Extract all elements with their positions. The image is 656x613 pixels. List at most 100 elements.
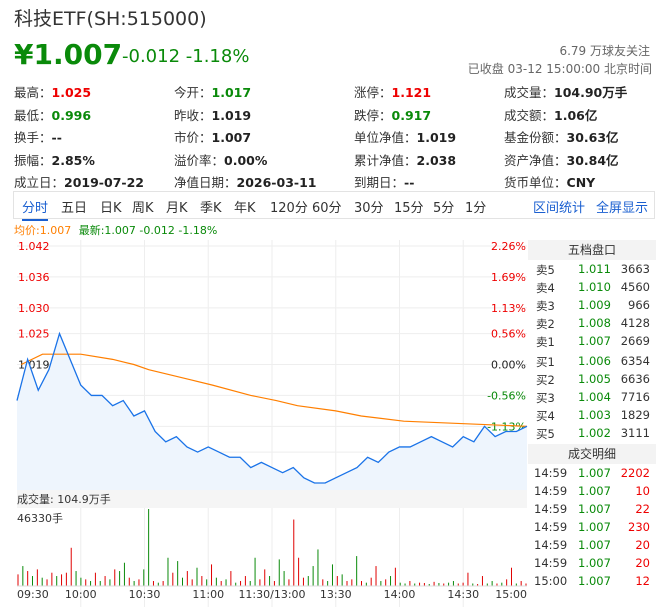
trade-volume: 22 bbox=[635, 502, 650, 516]
level-label: 买4 bbox=[536, 409, 555, 423]
stat-item: 到期日：-- bbox=[354, 172, 414, 191]
order-book: 五档盘口 卖5 1.011 3663 卖4 1.010 4560 卖3 1.009 966 卖2 1.… bbox=[528, 240, 656, 590]
stat-label: 市价： bbox=[174, 130, 212, 145]
order-book-row: 卖2 1.008 4128 bbox=[528, 314, 656, 332]
tab-0[interactable]: 分时 bbox=[22, 197, 49, 221]
level-volume: 4128 bbox=[620, 316, 650, 330]
followers-count: 6.79 万球友关注 bbox=[559, 44, 650, 58]
stat-value: 1.121 bbox=[391, 85, 432, 100]
fullscreen-link[interactable]: 全屏显示 bbox=[596, 201, 649, 216]
stat-label: 基金份额： bbox=[504, 130, 567, 145]
y-tick-right: 2.26% bbox=[491, 240, 526, 253]
stat-label: 资产净值： bbox=[504, 152, 567, 168]
stat-label: 最低： bbox=[14, 107, 52, 123]
trade-row: 14:59 1.007 20 bbox=[528, 536, 656, 554]
tab-1[interactable]: 五日 bbox=[61, 201, 88, 216]
level-volume: 6354 bbox=[620, 354, 650, 368]
x-tick: 14:30 bbox=[447, 588, 479, 601]
trade-price: 1.007 bbox=[578, 484, 611, 498]
tab-12[interactable]: 1分 bbox=[465, 201, 487, 216]
price-area bbox=[17, 333, 527, 491]
range-stats-link[interactable]: 区间统计 bbox=[533, 201, 586, 216]
level-price: 1.009 bbox=[578, 298, 611, 312]
trade-price: 1.007 bbox=[578, 538, 611, 552]
trade-row: 14:59 1.007 10 bbox=[528, 482, 656, 500]
trade-volume: 10 bbox=[635, 484, 650, 498]
tab-7[interactable]: 120分 bbox=[270, 201, 308, 216]
tab-8[interactable]: 60分 bbox=[312, 201, 342, 216]
intraday-chart[interactable]: 1.042 2.26% 1.036 1.69% 1.030 1.13% 1.025 0.56%… bbox=[0, 232, 528, 613]
avg-price-legend: 均价:1.007 bbox=[14, 224, 72, 237]
level-label: 卖1 bbox=[536, 335, 555, 349]
trade-price: 1.007 bbox=[578, 520, 611, 534]
trade-time: 14:59 bbox=[534, 520, 568, 534]
stat-label: 累计净值： bbox=[354, 152, 417, 168]
stat-label: 今开： bbox=[174, 85, 212, 100]
trade-volume: 12 bbox=[635, 574, 650, 588]
stat-value: 1.06亿 bbox=[554, 107, 598, 123]
stat-item: 资产净值：30.84亿 bbox=[504, 150, 619, 169]
x-tick: 09:30 bbox=[17, 588, 49, 601]
order-book-row: 卖5 1.011 3663 bbox=[528, 260, 656, 278]
x-tick: 10:00 bbox=[65, 588, 97, 601]
trades-title: 成交明细 bbox=[528, 444, 656, 464]
stat-item: 昨收：1.019 bbox=[174, 105, 251, 124]
stat-label: 货币单位： bbox=[504, 175, 567, 190]
tab-5[interactable]: 季K bbox=[200, 201, 222, 216]
y-tick-right: -1.13% bbox=[487, 420, 526, 433]
order-book-row: 买4 1.003 1829 bbox=[528, 406, 656, 424]
stat-value: 2.038 bbox=[416, 152, 457, 168]
tab-10[interactable]: 15分 bbox=[394, 201, 424, 216]
stat-value: 2019-07-22 bbox=[64, 175, 144, 190]
tab-2[interactable]: 日K bbox=[100, 201, 122, 216]
trade-time: 14:59 bbox=[534, 556, 568, 570]
chart-tabs: 分时 五日 日K 周K 月K 季K 年K 120分 60分 30分 15分 5分 1分 区间统计 全屏显示 bbox=[13, 191, 655, 221]
trade-row: 15:00 1.007 12 bbox=[528, 572, 656, 590]
level-label: 卖3 bbox=[536, 299, 555, 313]
stat-value: 1.019 bbox=[211, 107, 252, 123]
stat-value: 2026-03-11 bbox=[236, 175, 317, 190]
trade-price: 1.007 bbox=[578, 574, 611, 588]
stat-item: 跌停：0.917 bbox=[354, 105, 431, 124]
level-label: 买5 bbox=[536, 427, 555, 441]
current-price: ¥1.007 bbox=[14, 38, 123, 71]
stat-label: 成交量： bbox=[504, 85, 555, 100]
stat-item: 振幅：2.85% bbox=[14, 150, 95, 169]
stat-item: 累计净值：2.038 bbox=[354, 150, 456, 169]
order-book-row: 买5 1.002 3111 bbox=[528, 424, 656, 442]
trade-price: 1.007 bbox=[578, 466, 611, 480]
stat-item: 成立日：2019-07-22 bbox=[14, 172, 144, 191]
y-tick-left: 1.019 bbox=[18, 359, 50, 372]
level-price: 1.005 bbox=[578, 372, 611, 386]
stat-label: 涨停： bbox=[354, 85, 392, 100]
stat-item: 涨停：1.121 bbox=[354, 82, 431, 101]
tab-11[interactable]: 5分 bbox=[433, 201, 455, 216]
stat-label: 到期日： bbox=[354, 175, 405, 190]
x-tick: 10:30 bbox=[129, 588, 161, 601]
y-tick-left: 1.036 bbox=[18, 271, 50, 284]
y-tick-right: 1.13% bbox=[491, 302, 526, 315]
avg-price-line bbox=[20, 353, 528, 427]
tab-6[interactable]: 年K bbox=[234, 201, 256, 216]
order-book-row: 卖3 1.009 966 bbox=[528, 296, 656, 314]
tab-9[interactable]: 30分 bbox=[354, 201, 384, 216]
x-tick: 15:00 bbox=[495, 588, 527, 601]
tab-4[interactable]: 月K bbox=[166, 201, 188, 216]
stat-label: 换手： bbox=[14, 130, 52, 145]
level-volume: 7716 bbox=[620, 390, 650, 404]
order-book-row: 卖1 1.007 2669 bbox=[528, 332, 656, 350]
stat-item: 单位净值：1.019 bbox=[354, 127, 456, 146]
stat-label: 单位净值： bbox=[354, 130, 417, 145]
stat-item: 换手：-- bbox=[14, 127, 62, 146]
y-tick-right: 1.69% bbox=[491, 271, 526, 284]
latest-price-legend: 最新:1.007 -0.012 -1.18% bbox=[78, 224, 218, 237]
trade-volume: 20 bbox=[635, 538, 650, 552]
stat-value: -- bbox=[51, 130, 62, 145]
level-price: 1.007 bbox=[578, 334, 611, 348]
level-price: 1.002 bbox=[578, 426, 611, 440]
price-line bbox=[16, 331, 528, 484]
y-tick-right: -0.56% bbox=[487, 389, 526, 402]
stat-value: CNY bbox=[566, 175, 596, 190]
tab-3[interactable]: 周K bbox=[132, 201, 154, 216]
level-label: 买3 bbox=[536, 391, 555, 405]
